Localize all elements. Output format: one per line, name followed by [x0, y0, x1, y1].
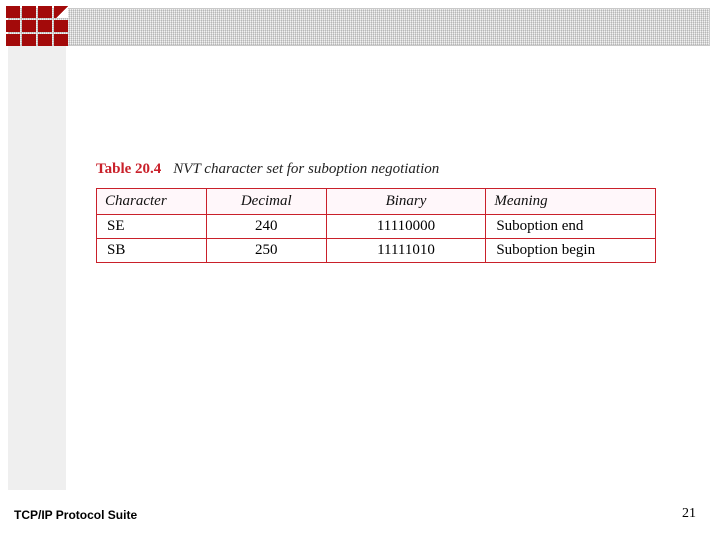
logo-grid-icon — [6, 6, 68, 46]
table-block: Table 20.4 NVT character set for subopti… — [96, 160, 670, 263]
cell-binary: 11111010 — [326, 239, 486, 263]
col-header-decimal: Decimal — [206, 189, 326, 215]
footer-title: TCP/IP Protocol Suite — [14, 508, 137, 522]
cell-character: SB — [97, 239, 207, 263]
page-number: 21 — [682, 506, 696, 522]
table-title-line: Table 20.4 NVT character set for subopti… — [96, 160, 670, 178]
col-header-binary: Binary — [326, 189, 486, 215]
col-header-meaning: Meaning — [486, 189, 656, 215]
left-side-bar — [8, 46, 66, 490]
table-caption: NVT character set for suboption negotiat… — [173, 161, 439, 177]
table-header-row: Character Decimal Binary Meaning — [97, 189, 656, 215]
table-row: SE 240 11110000 Suboption end — [97, 215, 656, 239]
cell-meaning: Suboption end — [486, 215, 656, 239]
cell-binary: 11110000 — [326, 215, 486, 239]
cell-meaning: Suboption begin — [486, 239, 656, 263]
cell-character: SE — [97, 215, 207, 239]
cell-decimal: 240 — [206, 215, 326, 239]
table-label: Table 20.4 — [96, 161, 161, 177]
cell-decimal: 250 — [206, 239, 326, 263]
header-texture — [8, 8, 710, 46]
col-header-character: Character — [97, 189, 207, 215]
table-row: SB 250 11111010 Suboption begin — [97, 239, 656, 263]
nvt-table: Character Decimal Binary Meaning SE 240 … — [96, 188, 656, 263]
